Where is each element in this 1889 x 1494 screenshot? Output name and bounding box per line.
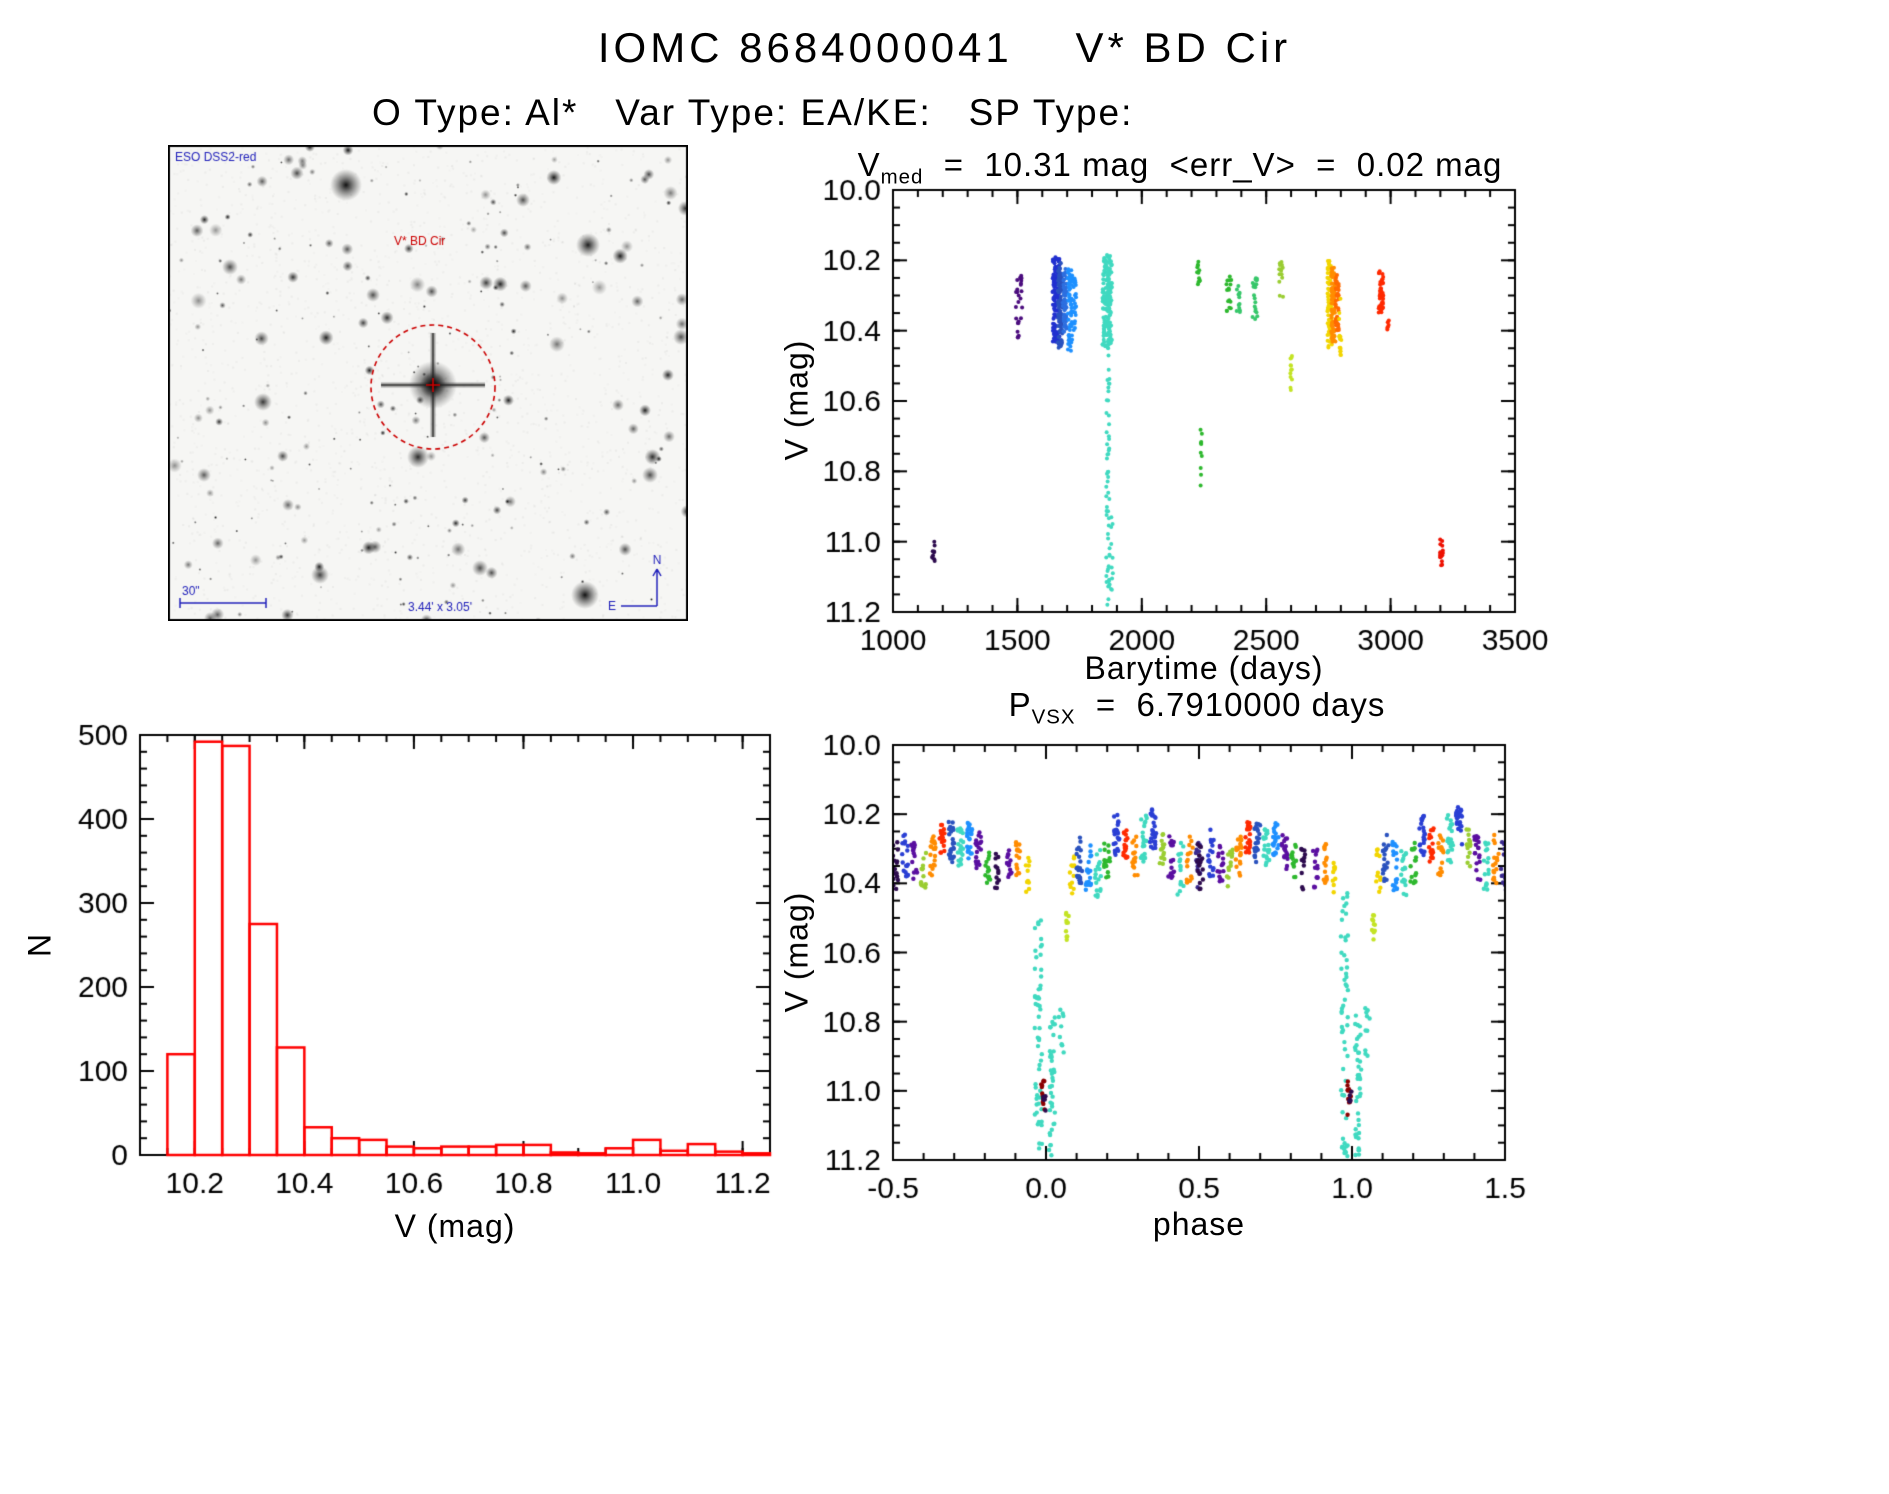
page-subtitle: O Type: Al* Var Type: EA/KE: SP Type: [372,92,1134,133]
phase-plot [780,710,1580,1270]
page-title: IOMC 8684000041 V* BD Cir [597,24,1292,71]
finding-chart-image [168,145,688,621]
phase-x-axis-label: phase [1152,1206,1246,1242]
histogram-x-axis-label: V (mag) [394,1208,516,1244]
lightcurve-y-axis-label: V (mag) [778,339,815,461]
phase-y-axis-label: V (mag) [778,891,815,1013]
histogram-y-axis-label: N [21,932,58,958]
lightcurve-plot [780,155,1580,700]
histogram-plot [55,700,815,1260]
lightcurve-x-axis-label: Barytime (days) [1084,650,1324,686]
